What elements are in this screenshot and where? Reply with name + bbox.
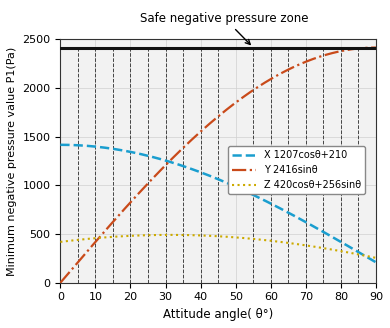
X 1207cosθ+210 (201, 171, 206, 175)
Y 2416sinθ (244, 93, 249, 97)
Z 420cosθ+256sinθ (296, 242, 301, 246)
Line: X 1207cosθ+210: X 1207cosθ+210 (60, 145, 376, 262)
Text: Safe negative pressure zone: Safe negative pressure zone (140, 12, 309, 45)
Z 420cosθ+256sinθ (114, 235, 119, 238)
Y 2416sinθ (58, 281, 63, 285)
Y 2416sinθ (139, 188, 144, 192)
Z 420cosθ+256sinθ (139, 234, 144, 237)
X 1207cosθ+210 (269, 202, 273, 206)
Y 2416sinθ (269, 77, 273, 81)
Y 2416sinθ (201, 127, 206, 131)
Y 2416sinθ (296, 63, 300, 67)
Y 2416sinθ (114, 216, 119, 220)
Z 420cosθ+256sinθ (269, 239, 274, 243)
X 1207cosθ+210 (374, 260, 378, 264)
Y 2416sinθ (374, 46, 378, 50)
Y-axis label: Minimum negative pressure value P1(Pa): Minimum negative pressure value P1(Pa) (7, 47, 17, 276)
X 1207cosθ+210 (58, 143, 63, 147)
X 1207cosθ+210 (114, 147, 119, 151)
Line: Z 420cosθ+256sinθ: Z 420cosθ+256sinθ (60, 235, 376, 258)
Z 420cosθ+256sinθ (201, 234, 206, 237)
Z 420cosθ+256sinθ (245, 236, 249, 240)
X 1207cosθ+210 (244, 190, 249, 194)
Legend: X 1207cosθ+210, Y 2416sinθ, Z 420cosθ+256sinθ: X 1207cosθ+210, Y 2416sinθ, Z 420cosθ+25… (228, 147, 365, 194)
Z 420cosθ+256sinθ (168, 233, 173, 237)
Z 420cosθ+256sinθ (374, 256, 378, 260)
X 1207cosθ+210 (296, 216, 300, 220)
Line: Y 2416sinθ: Y 2416sinθ (60, 48, 376, 283)
Z 420cosθ+256sinθ (58, 240, 63, 244)
X-axis label: Attitude angle( θ°): Attitude angle( θ°) (163, 308, 273, 321)
X 1207cosθ+210 (139, 152, 144, 156)
